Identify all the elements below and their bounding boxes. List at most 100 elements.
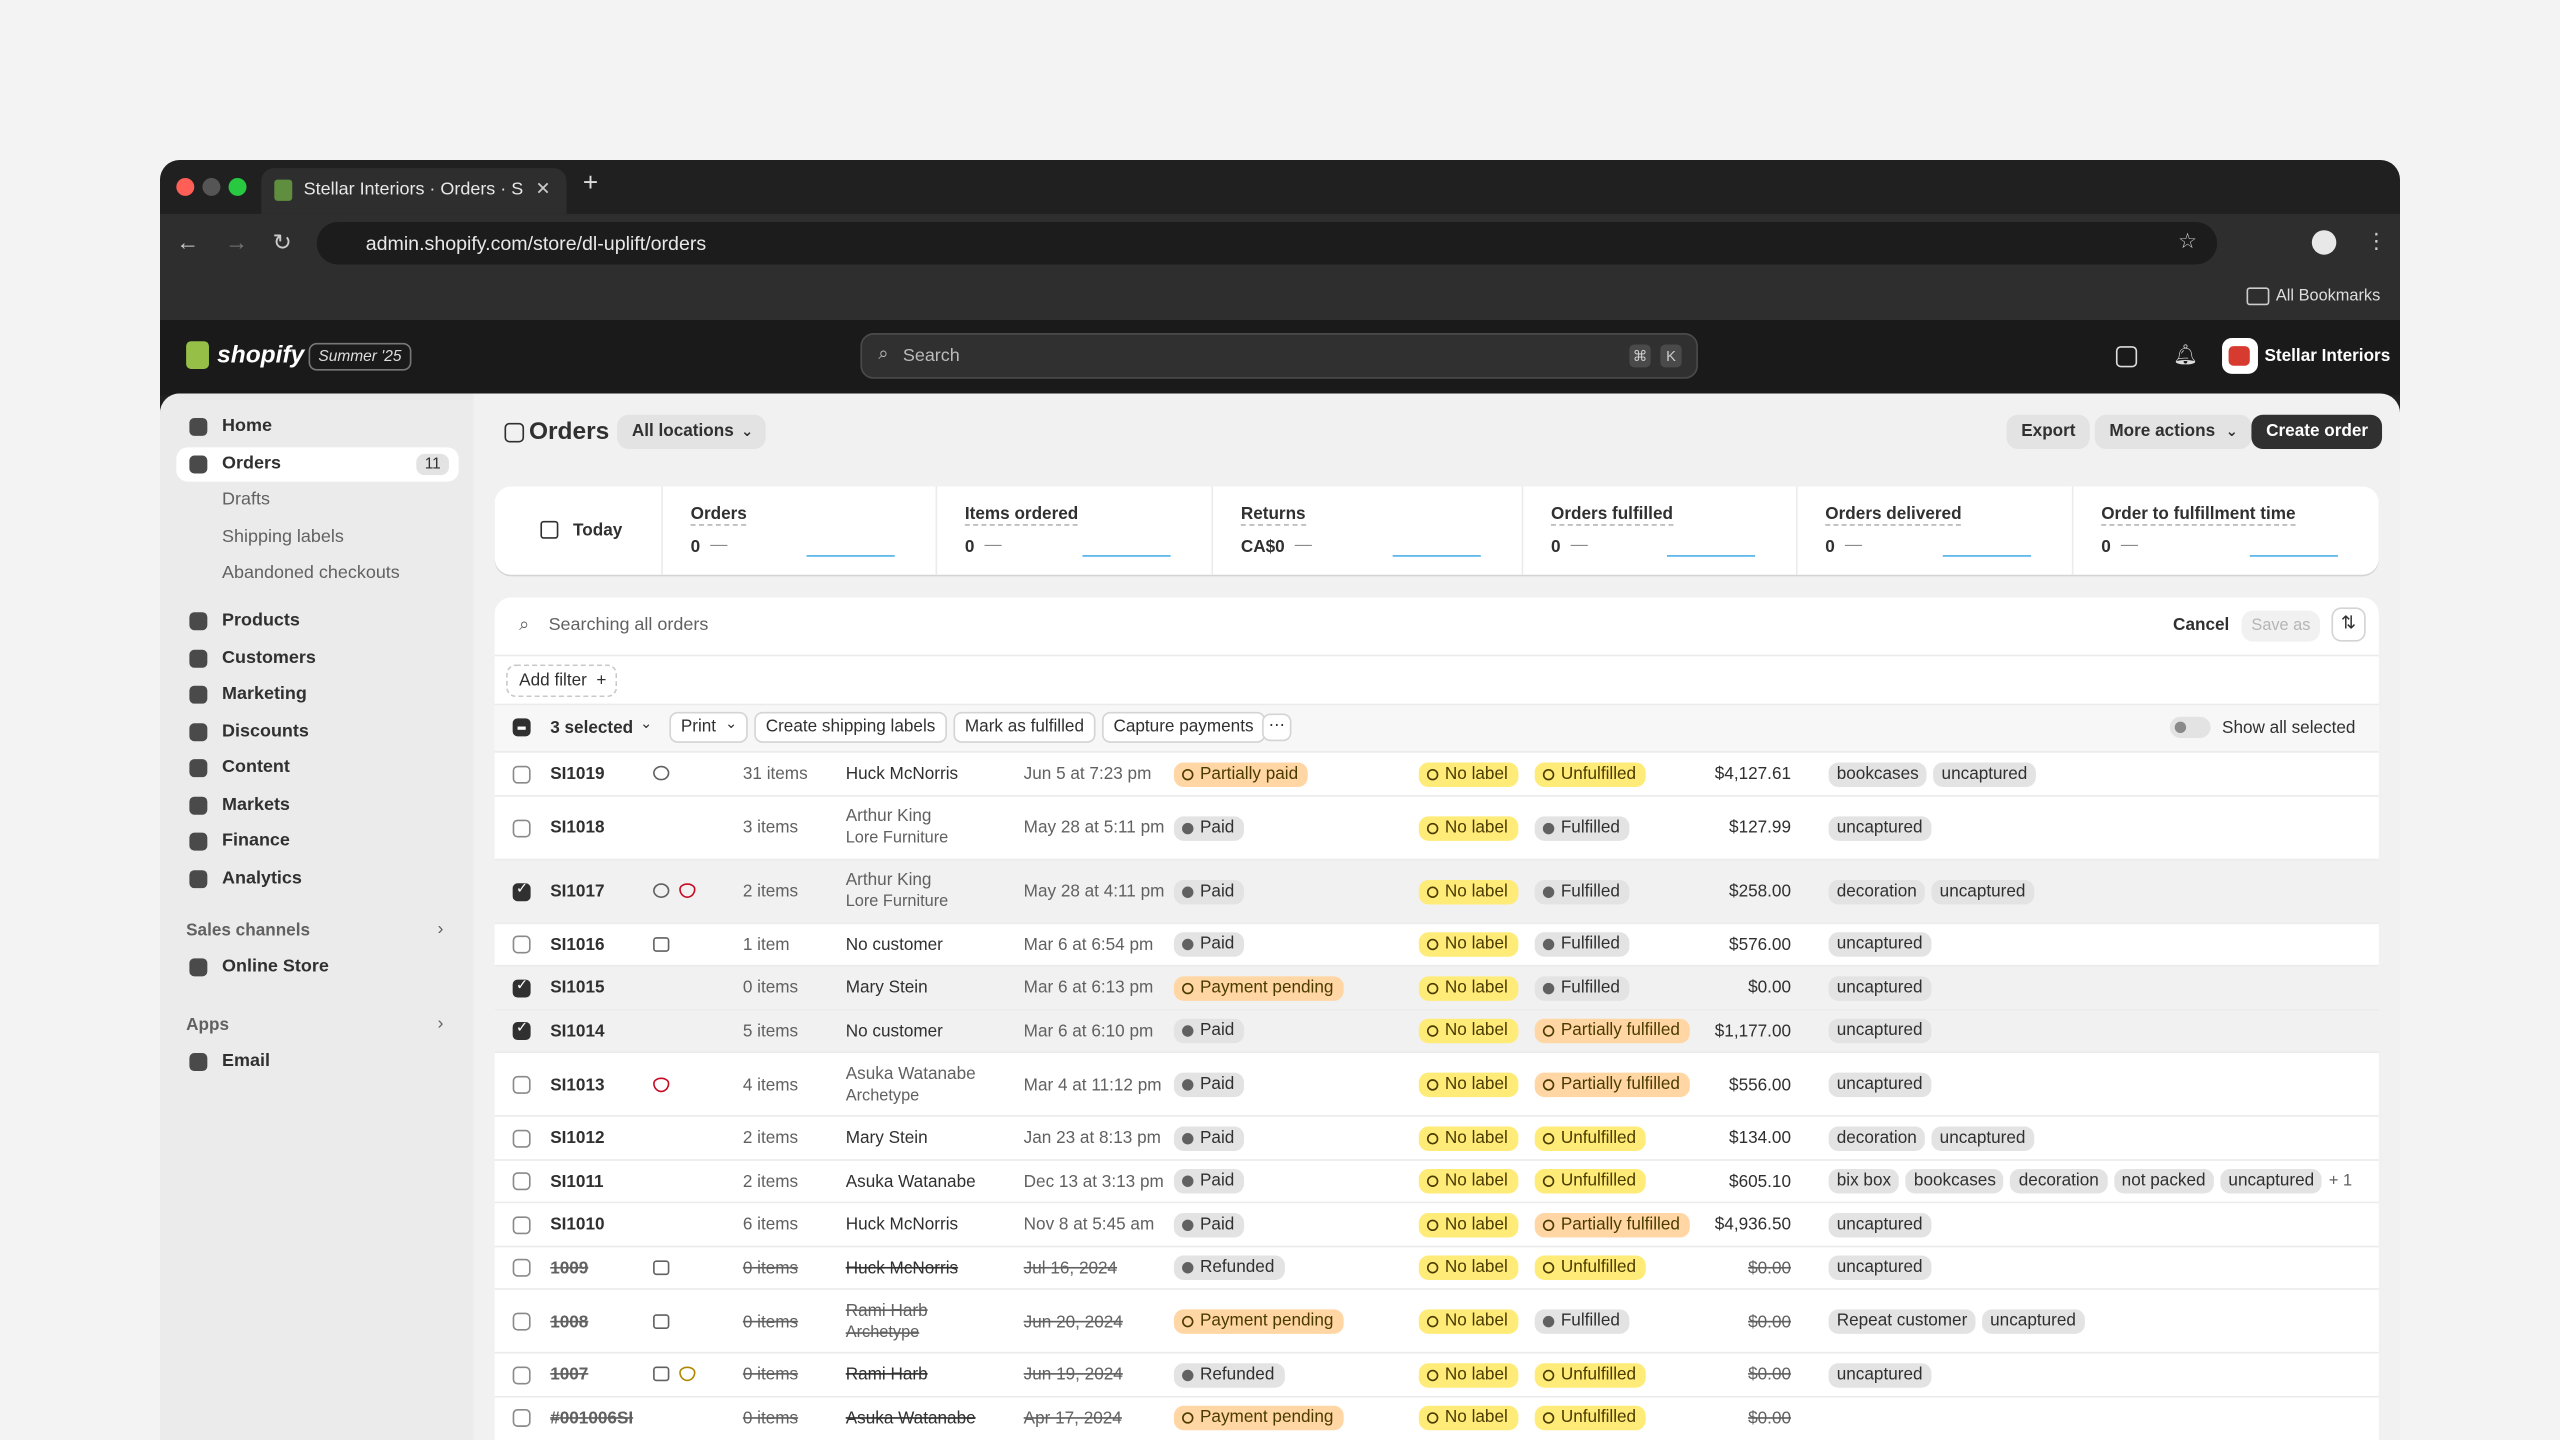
metric-card[interactable]: Order to fulfillment time 0 — [2071,486,2381,575]
nav-item[interactable]: Email [176,1045,458,1079]
forward-button[interactable]: → [225,228,249,255]
back-button[interactable]: ← [176,228,200,255]
nav-item[interactable]: Home [176,410,458,444]
nav-subitem[interactable]: Abandoned checkouts [222,563,400,583]
save-as-button[interactable]: Save as [2241,610,2321,642]
order-row[interactable]: ✓ SI1015 0 items Mary Stein Mar 6 at 6:13 pm… [494,964,2379,1010]
browser-menu[interactable]: ⋮ [2365,228,2387,254]
period-picker[interactable]: Today [573,520,623,541]
row-checkbox[interactable] [512,1172,531,1191]
order-row[interactable]: 1009 0 items Huck McNorris Jul 16, 2024 Refu… [494,1244,2379,1290]
nav-item[interactable]: Finance [176,824,458,858]
selected-count[interactable]: 3 selected [550,718,634,738]
nav-subitem[interactable]: Shipping labels [222,526,344,547]
row-checkbox[interactable]: ✓ [512,879,531,901]
row-checkbox[interactable] [512,1409,531,1428]
search-bar[interactable]: ⌕ Search ⌘ K [860,333,1698,379]
row-checkbox[interactable] [512,1215,531,1234]
row-checkbox[interactable] [512,1259,531,1278]
metric-card[interactable]: Items ordered 0 — [935,486,1214,575]
order-row[interactable]: SI1010 6 items Huck McNorris Nov 8 at 5:45 … [494,1201,2379,1247]
row-checkbox[interactable] [512,1075,531,1094]
nav-item[interactable]: Orders 11 [176,447,459,482]
order-number[interactable]: SI1018 [550,817,605,838]
order-number[interactable]: SI1014 [550,1021,605,1042]
order-number[interactable]: SI1013 [550,1075,605,1095]
active-tab[interactable]: Stellar Interiors · Orders · Sho ✕ [261,168,567,214]
bulk-action-button[interactable]: Mark as fulfilled [953,711,1096,743]
metric-card[interactable]: Orders fulfilled 0 — [1521,486,1798,575]
profile-avatar[interactable] [2311,230,2337,255]
order-row[interactable]: SI1019 31 items Huck McNorris Jun 5 at 7:23… [494,751,2379,796]
store-avatar[interactable] [2222,337,2258,374]
close-button[interactable] [176,177,195,196]
order-row[interactable]: #001006SI 0 items Asuka Watanabe Apr 17, 20… [494,1395,2379,1440]
row-checkbox[interactable] [512,1129,531,1148]
metric-card[interactable]: Orders 0 — [661,486,937,575]
address-bar[interactable]: admin.shopify.com/store/dl-uplift/orders… [316,222,2218,265]
create-order-button[interactable]: Create order [2251,414,2383,449]
order-number[interactable]: #001006SI [550,1408,634,1429]
store-name[interactable]: Stellar Interiors [2264,346,2391,366]
section-header[interactable]: Sales channels [186,920,310,941]
nav-item[interactable]: Products [176,604,458,638]
order-row[interactable]: ✓ SI1017 2 items Arthur King Lore Furniture M… [494,857,2379,924]
bulk-action-button[interactable]: Print ⌄ [669,711,748,743]
row-checkbox[interactable] [512,818,531,837]
order-number[interactable]: SI1016 [550,935,605,955]
bulk-action-button[interactable]: Create shipping labels [754,711,947,743]
order-number[interactable]: 1007 [550,1365,589,1385]
add-filter-button[interactable]: Add filter + [506,664,618,698]
toggle[interactable] [2169,716,2211,738]
filter-search[interactable]: Searching all orders [548,615,709,636]
order-number[interactable]: SI1012 [550,1128,605,1149]
maximize-button[interactable] [228,177,247,196]
row-checkbox[interactable] [512,765,531,784]
minimize-button[interactable] [202,177,221,196]
metric-card[interactable]: Returns CA$0 — [1211,486,1523,575]
export-button[interactable]: Export [2006,414,2091,449]
nav-item[interactable]: Content [176,751,458,785]
bookmark-star[interactable]: ☆ [2177,228,2197,254]
row-checkbox[interactable] [512,935,531,954]
order-number[interactable]: 1009 [550,1258,589,1278]
row-checkbox[interactable]: ✓ [512,1019,531,1041]
order-row[interactable]: 1007 0 items Rami Harb Jun 19, 2024 Refunded… [494,1351,2379,1397]
reload-button[interactable]: ↻ [272,228,292,255]
row-checkbox[interactable]: ✓ [512,976,531,998]
tab-close[interactable]: ✕ [535,179,551,200]
cancel-button[interactable]: Cancel [2173,615,2230,636]
order-number[interactable]: SI1019 [550,764,605,785]
nav-item[interactable]: Discounts [176,714,458,748]
nav-item[interactable]: Online Store [176,950,458,984]
order-number[interactable]: SI1017 [550,881,605,902]
nav-item[interactable]: Analytics [176,861,458,895]
location-picker[interactable]: All locations ⌄ [617,414,767,449]
nav-subitem[interactable]: Drafts [222,489,270,510]
more-bulk-actions[interactable]: ⋯ [1262,713,1292,742]
assistant-icon[interactable] [2115,346,2138,368]
order-row[interactable]: SI1016 1 item No customer Mar 6 at 6:54 pm P… [494,921,2379,967]
row-checkbox[interactable] [512,1366,531,1385]
nav-item[interactable]: Markets [176,788,458,822]
order-row[interactable]: SI1012 2 items Mary Stein Jan 23 at 8:13 pm… [494,1115,2379,1160]
more-tags[interactable]: + 1 [2328,1172,2353,1191]
new-tab[interactable]: + [582,169,599,198]
bookmarks-folder[interactable]: All Bookmarks [2275,287,2381,306]
select-all-checkbox[interactable] [512,718,531,737]
order-row[interactable]: ✓ SI1014 5 items No customer Mar 6 at 6:10 p… [494,1008,2379,1054]
notifications-icon[interactable]: 🔔︎ [2173,342,2198,366]
order-number[interactable]: SI1010 [550,1215,605,1235]
bulk-action-button[interactable]: Capture payments [1102,711,1265,743]
nav-item[interactable]: Marketing [176,678,458,712]
order-row[interactable]: 1008 0 items Rami Harb Archetype Jun 20, 202… [494,1288,2379,1353]
order-number[interactable]: 1008 [550,1311,589,1332]
order-row[interactable]: SI1011 2 items Asuka Watanabe Dec 13 at 3:1… [494,1158,2379,1203]
order-row[interactable]: SI1018 3 items Arthur King Lore Furniture Ma… [494,794,2379,859]
nav-item[interactable]: Customers [176,641,458,675]
more-actions-button[interactable]: More actions ⌄ [2094,414,2252,449]
order-number[interactable]: SI1011 [550,1171,604,1192]
order-row[interactable]: SI1013 4 items Asuka Watanabe Archetype Mar … [494,1051,2379,1116]
row-checkbox[interactable] [512,1312,531,1331]
section-header[interactable]: Apps [186,1015,229,1036]
